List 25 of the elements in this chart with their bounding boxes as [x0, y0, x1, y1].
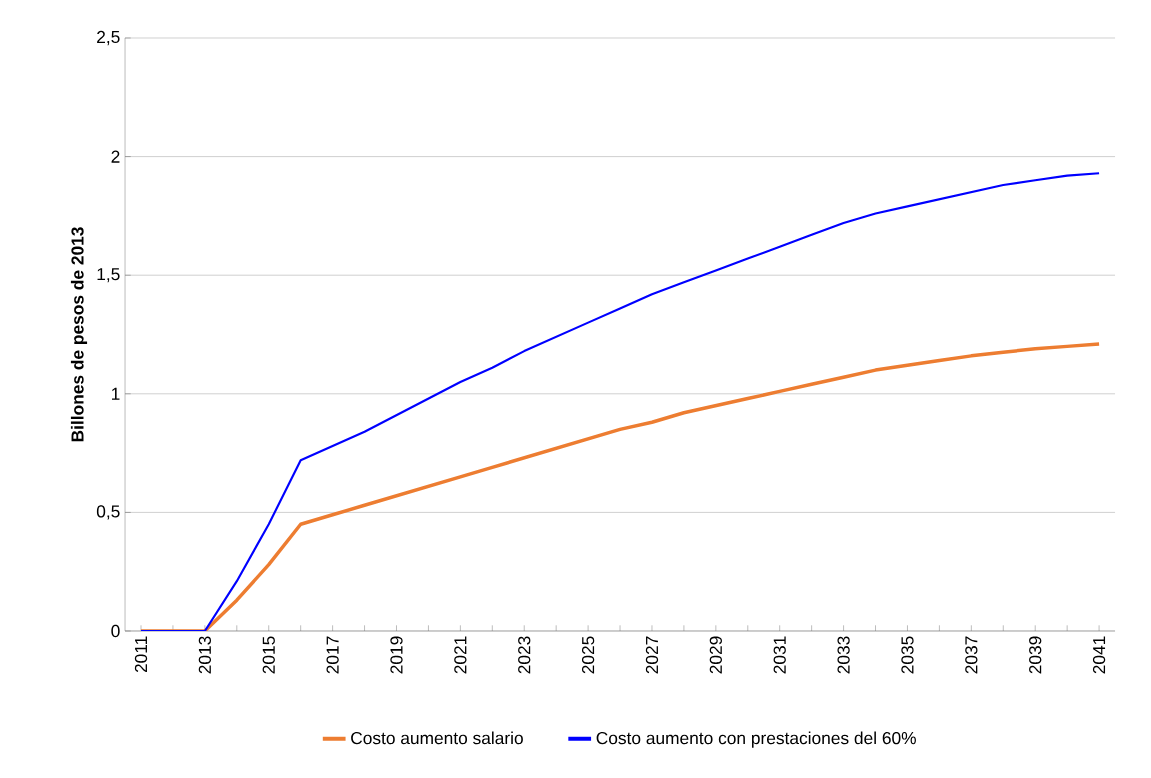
y-tick-label: 1,5	[97, 268, 120, 283]
x-tick-label: 2039	[1029, 636, 1042, 674]
legend-label: Costo aumento salario	[351, 731, 523, 745]
y-tick-label: 2	[111, 150, 120, 163]
x-tick-label: 2031	[773, 636, 786, 674]
x-tick-label: 2025	[581, 636, 595, 674]
x-tick-label: 2041	[1092, 636, 1106, 674]
y-axis-title: Billones de pesos de 2013	[70, 227, 88, 442]
x-tick-label: 2015	[262, 636, 275, 674]
x-tick-label: 2033	[837, 636, 850, 674]
x-tick-label: 2017	[326, 636, 339, 674]
x-tick-label: 2019	[390, 636, 403, 674]
x-tick-label: 2027	[645, 636, 659, 674]
x-tick-label: 2029	[709, 636, 722, 674]
x-tick-label: 2013	[198, 636, 212, 674]
y-tick-label: 2,5	[97, 30, 120, 46]
x-tick-label: 2023	[518, 636, 531, 674]
y-tick-label: 0	[111, 624, 120, 638]
y-tick-label: 1	[112, 387, 120, 400]
x-tick-label: 2035	[901, 636, 914, 674]
x-tick-label: 2037	[965, 636, 978, 674]
x-tick-label: 2021	[454, 636, 467, 674]
y-tick-label: 0,5	[96, 505, 120, 520]
legend-label: Costo aumento con prestaciones del 60%	[596, 731, 916, 748]
x-tick-label: 2011	[134, 636, 148, 673]
